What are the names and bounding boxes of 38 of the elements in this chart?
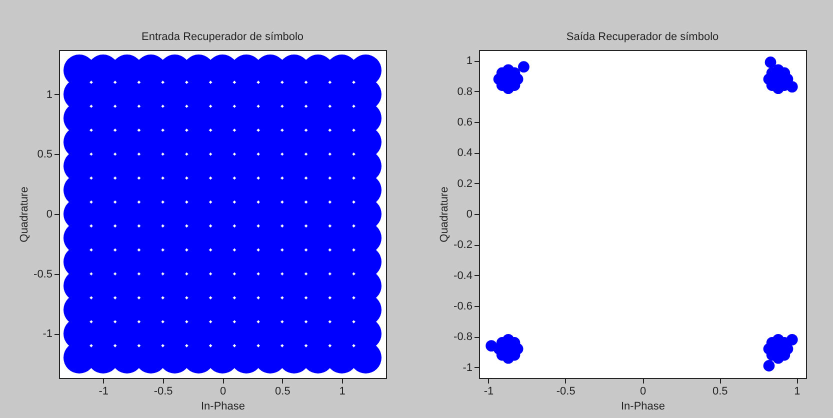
x-tick-label: 0.5 [712,386,728,398]
y-tick-label: -1 [462,362,472,374]
x-tick-label: 0 [220,386,226,398]
point [764,56,776,68]
y-tick-label: 0.6 [457,116,472,129]
y-tick-label: 0 [46,208,52,220]
y-tick-label: 0 [466,208,472,220]
x-axis-title: In-Phase [200,400,246,412]
y-tick-label: -0.8 [454,331,472,344]
y-tick-label: -0.6 [454,300,472,312]
y-axis-title: Quadrature [18,186,31,242]
x-tick-label: 0 [640,386,646,398]
y-tick-label: 0.4 [457,147,472,160]
chart-title: Saída Recuperador de símbolo [566,31,719,43]
x-tick-label: 1 [339,386,346,398]
point [786,334,798,346]
x-tick-label: -0.5 [154,386,173,398]
y-tick-label: 1 [46,88,52,101]
y-tick-label: 0.8 [457,86,472,98]
y-tick-label: -0.2 [454,239,472,252]
y-axis-title: Quadrature [438,186,451,242]
x-tick-label: 0.5 [275,386,290,398]
x-tick-label: -1 [484,386,494,398]
y-tick-label: 0.2 [457,178,472,190]
point [786,81,798,92]
y-tick-label: -0.5 [34,268,52,280]
x-tick-label: -1 [98,386,109,398]
point [518,61,530,73]
point [763,360,775,372]
y-tick-label: -1 [42,328,52,340]
x-tick-label: 1 [794,386,800,398]
chart-title: Entrada Recuperador de símbolo [141,31,304,43]
y-tick-label: 0.5 [37,148,52,161]
y-tick-label: 1 [466,55,472,68]
point [486,340,498,352]
x-axis-title: In-Phase [620,400,666,412]
x-tick-label: -0.5 [556,386,576,398]
y-tick-label: -0.4 [454,270,472,282]
